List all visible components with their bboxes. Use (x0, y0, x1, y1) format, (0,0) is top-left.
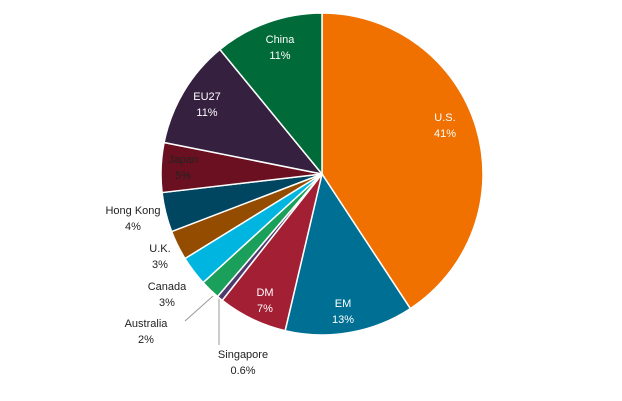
slice-value-label: 4% (125, 221, 141, 233)
slice-label: U.S. (434, 112, 455, 124)
slice-value-label: 7% (257, 303, 273, 315)
slice-label: Australia (125, 318, 169, 330)
pie-slice (284, 172, 412, 336)
leader-line (184, 295, 214, 322)
slice-value-label: 11% (196, 107, 217, 119)
slice-label: DM (256, 287, 273, 299)
slice-label: China (266, 34, 296, 46)
slice-label: Japan (168, 154, 198, 166)
slice-value-label: 11% (269, 50, 290, 62)
slice-label: EM (335, 298, 352, 310)
slice-value-label: 3% (152, 259, 168, 271)
slice-value-label: 2% (138, 334, 154, 346)
slice-label: U.K. (149, 243, 170, 255)
slice-value-label: 0.6% (230, 365, 255, 377)
slice-label: Canada (148, 281, 187, 293)
slice-value-label: 3% (159, 297, 175, 309)
slice-label: Singapore (218, 349, 268, 361)
slice-value-label: 41% (434, 128, 456, 140)
slice-label: EU27 (193, 91, 221, 103)
slice-value-label: 13% (332, 314, 354, 326)
pie-slice (218, 12, 323, 177)
slice-label: Hong Kong (105, 205, 160, 217)
slice-value-label: 5% (175, 170, 191, 182)
pie-slice (163, 48, 324, 176)
